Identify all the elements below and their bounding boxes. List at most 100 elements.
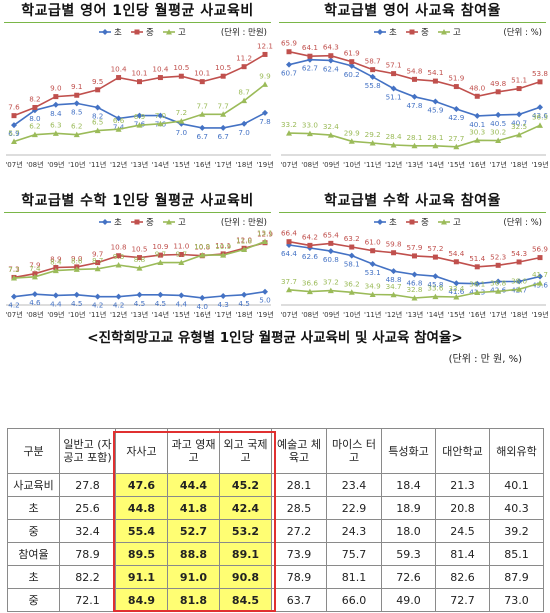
data-point xyxy=(178,73,184,79)
data-point xyxy=(411,142,418,149)
data-point xyxy=(115,126,122,132)
data-label: 9.1 xyxy=(71,82,82,91)
data-point xyxy=(73,291,80,298)
data-label: 10.1 xyxy=(131,69,147,78)
table-row: 중 72.1 84.9 81.8 84.5 63.7 66.0 49.0 72.7 73.0 xyxy=(7,588,544,612)
data-point xyxy=(11,293,17,300)
school-type-table: 구분 일반고 (자공고 포함) 자사고 과고 영재고 외고 국제고 예술고 체육… xyxy=(7,428,544,612)
data-point xyxy=(31,291,38,298)
data-point xyxy=(349,59,355,65)
data-point xyxy=(73,131,80,138)
data-point xyxy=(516,86,522,92)
data-label: 29.9 xyxy=(344,128,360,137)
data-label: 58.7 xyxy=(365,57,381,66)
data-point xyxy=(495,89,501,95)
data-label: 54.1 xyxy=(427,68,443,77)
data-point xyxy=(474,289,481,295)
legend-label: 초 xyxy=(389,28,397,38)
table-cell: 72.1 xyxy=(59,588,116,612)
data-point xyxy=(241,120,248,127)
x-tick-label: '19년 xyxy=(531,310,548,319)
data-point xyxy=(199,294,206,301)
header-cell: 외고 국제고 xyxy=(219,428,272,474)
data-point xyxy=(307,53,313,59)
x-tick-label: '16년 xyxy=(194,160,211,169)
data-label: 8.7 xyxy=(92,256,103,265)
data-label: 6.2 xyxy=(71,122,82,131)
data-label: 27.7 xyxy=(448,134,464,143)
table-body: 사교육비 27.8 47.6 44.4 45.2 28.1 23.4 18.4 21.3 40.1… xyxy=(7,473,544,612)
line-chart-math-participation: (단위 : %) 초 중 고 '07년 '08년 '09년 '10년 '11년 '12년 '13년 '… xyxy=(280,217,548,319)
data-label: 11.0 xyxy=(173,242,189,251)
data-label: 28.1 xyxy=(427,133,443,142)
data-label: 7.9 xyxy=(29,261,41,270)
table-row: 초 25.6 44.8 41.8 42.4 28.5 22.9 18.9 20.8 40.3 xyxy=(7,496,544,520)
x-tick-label: '18년 xyxy=(235,310,252,319)
data-label: 7.6 xyxy=(8,103,20,112)
table-cell: 44.4 xyxy=(167,473,220,497)
data-label: 10.1 xyxy=(194,69,210,78)
data-label: 9.0 xyxy=(71,254,83,263)
data-label: 4.2 xyxy=(113,301,124,310)
legend-marker xyxy=(441,219,447,225)
table-unit: (단위 : 만 원, %) xyxy=(448,354,522,365)
data-point xyxy=(94,104,101,111)
data-label: 64.4 xyxy=(281,249,297,258)
x-tick-label: '14년 xyxy=(152,310,169,319)
table-cell: 55.4 xyxy=(115,519,168,543)
table-cell: 28.5 xyxy=(271,496,327,520)
data-point xyxy=(241,97,248,104)
data-label: 12.0 xyxy=(236,235,252,244)
data-point xyxy=(390,142,397,148)
data-label: 40.1 xyxy=(469,120,485,129)
data-label: 41.6 xyxy=(448,287,464,296)
chart-title: 학교급별 수학 1인당 월평균 사교육비 xyxy=(21,193,254,209)
unit-label: (단위 : %) xyxy=(503,217,542,228)
table-cell: 78.9 xyxy=(59,542,116,566)
x-tick-label: '13년 xyxy=(131,310,148,319)
table-cell: 20.8 xyxy=(435,496,490,520)
data-label: 64.3 xyxy=(323,43,339,52)
legend-label: 고 xyxy=(453,28,461,38)
data-point xyxy=(52,130,59,136)
data-point xyxy=(432,293,439,300)
header-cell: 대안학교 xyxy=(435,428,490,474)
data-point xyxy=(157,75,163,81)
x-tick-label: '09년 xyxy=(322,160,339,169)
data-label: 34.7 xyxy=(386,282,402,291)
x-tick-label: '13년 xyxy=(406,310,423,319)
data-label: 51.1 xyxy=(511,76,527,85)
data-label: 8.0 xyxy=(29,114,41,123)
data-point xyxy=(328,240,334,246)
legend-marker xyxy=(134,219,140,225)
legend-marker xyxy=(134,29,140,35)
data-point xyxy=(495,288,502,294)
data-point xyxy=(94,265,101,272)
legend-marker xyxy=(377,29,383,35)
data-label: 62.6 xyxy=(302,252,318,261)
data-point xyxy=(220,111,227,117)
chart-panel-math-cost: 학교급별 수학 1인당 월평균 사교육비 (단위 : 만원) 초 중 고 '07년 '08… xyxy=(0,190,275,325)
x-tick-label: '19년 xyxy=(531,160,548,169)
x-tick-label: '07년 xyxy=(280,160,297,169)
data-point xyxy=(453,105,460,112)
data-label: 36.2 xyxy=(344,279,360,288)
table-cell: 63.7 xyxy=(271,588,327,612)
table-cell: 27.2 xyxy=(271,519,327,543)
data-point xyxy=(390,268,397,275)
data-point xyxy=(95,87,101,93)
data-point xyxy=(136,112,143,119)
data-point xyxy=(453,293,460,300)
x-tick-label: '12년 xyxy=(385,160,402,169)
data-label: 10.5 xyxy=(215,63,231,72)
row-label: 중 xyxy=(7,519,60,543)
data-label: 5.0 xyxy=(259,296,271,305)
data-point xyxy=(178,252,184,257)
data-point xyxy=(306,130,313,137)
data-point xyxy=(306,288,313,295)
data-label: 6.7 xyxy=(217,132,228,141)
data-point xyxy=(94,293,101,300)
x-tick-label: '10년 xyxy=(343,160,360,169)
data-label: 7.2 xyxy=(8,265,19,274)
data-point xyxy=(327,57,334,64)
